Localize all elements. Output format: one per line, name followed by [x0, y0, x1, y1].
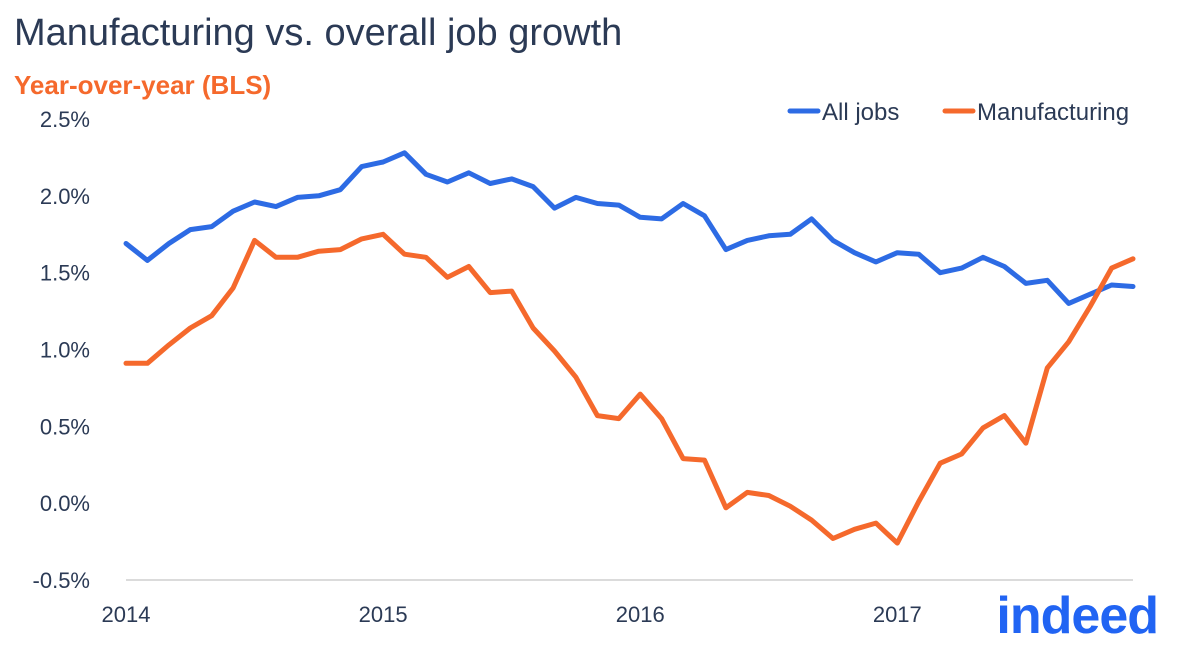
legend-label: Manufacturing	[977, 99, 1129, 126]
legend: All jobs Manufacturing	[787, 99, 1129, 126]
series-group	[123, 150, 1136, 546]
indeed-logo: indeed	[996, 587, 1159, 645]
chart-subtitle: Year-over-year (BLS)	[14, 70, 272, 100]
series-line-all-jobs	[123, 150, 1136, 306]
y-tick-label: 0.0%	[40, 491, 90, 516]
x-tick-label: 2016	[616, 602, 665, 627]
y-tick-label: 1.0%	[40, 338, 90, 363]
y-tick-label: 1.5%	[40, 261, 90, 286]
x-axis: 2014 2015 2016 2017	[102, 602, 922, 627]
y-tick-label: 0.5%	[40, 414, 90, 439]
y-tick-label: -0.5%	[33, 568, 90, 593]
x-tick-label: 2015	[359, 602, 408, 627]
x-tick-label: 2017	[873, 602, 922, 627]
y-axis: 2.5% 2.0% 1.5% 1.0% 0.5% 0.0% -0.5%	[33, 107, 90, 593]
y-tick-label: 2.0%	[40, 184, 90, 209]
series-line-manufacturing	[123, 231, 1136, 546]
y-tick-label: 2.5%	[40, 107, 90, 132]
legend-label: All jobs	[822, 99, 899, 126]
chart-title: Manufacturing vs. overall job growth	[14, 12, 623, 54]
x-tick-label: 2014	[102, 602, 151, 627]
